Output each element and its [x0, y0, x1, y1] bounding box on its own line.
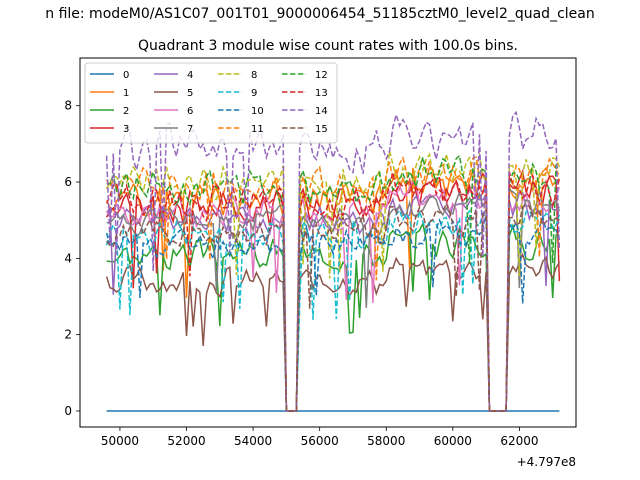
y-axis: 0 2 4 6 8 [64, 99, 80, 418]
x-tick-label: 62000 [500, 434, 538, 448]
chart-title: Quadrant 3 module wise count rates with … [138, 38, 518, 54]
series-line-10 [105, 214, 561, 412]
axes-frame [79, 57, 577, 428]
x-axis: 50000 52000 54000 56000 58000 60000 62000 [101, 427, 539, 448]
x-offset-label: +4.797e8 [517, 455, 576, 469]
y-tick-label: 8 [64, 99, 72, 113]
legend-label-14: 14 [315, 106, 328, 117]
y-tick-label: 6 [64, 175, 72, 189]
series-line-14 [105, 110, 561, 412]
legend-label-6: 6 [187, 106, 193, 117]
legend-label-3: 3 [123, 124, 129, 135]
legend-label-1: 1 [123, 88, 129, 99]
legend-label-10: 10 [251, 106, 264, 117]
series-line-5 [105, 252, 561, 412]
plot-area [105, 110, 561, 412]
x-tick-label: 56000 [301, 434, 339, 448]
legend-box [84, 62, 338, 144]
legend-label-12: 12 [315, 70, 328, 81]
legend-label-13: 13 [315, 88, 328, 99]
legend-label-2: 2 [123, 106, 129, 117]
series-line-12 [106, 154, 560, 412]
x-tick-label: 54000 [234, 434, 272, 448]
series-line-13 [105, 172, 561, 412]
legend-label-15: 15 [315, 124, 328, 135]
y-tick-label: 4 [64, 251, 72, 265]
legend-label-7: 7 [187, 124, 193, 135]
legend-label-0: 0 [123, 70, 129, 81]
chart-suptitle: n file: modeM0/AS1C07_001T01_9000006454_… [45, 6, 594, 22]
x-tick-label: 60000 [434, 434, 472, 448]
x-tick-label: 52000 [167, 434, 205, 448]
legend-label-8: 8 [251, 70, 257, 81]
series-line-15 [106, 201, 560, 412]
x-tick-label: 50000 [101, 434, 139, 448]
legend-label-11: 11 [251, 124, 264, 135]
series-line-2 [106, 221, 561, 412]
y-tick-label: 2 [64, 328, 72, 342]
y-tick-label: 0 [64, 404, 72, 418]
x-tick-label: 58000 [367, 434, 405, 448]
legend-label-5: 5 [187, 88, 193, 99]
legend-label-9: 9 [251, 88, 257, 99]
legend-label-4: 4 [187, 70, 193, 81]
